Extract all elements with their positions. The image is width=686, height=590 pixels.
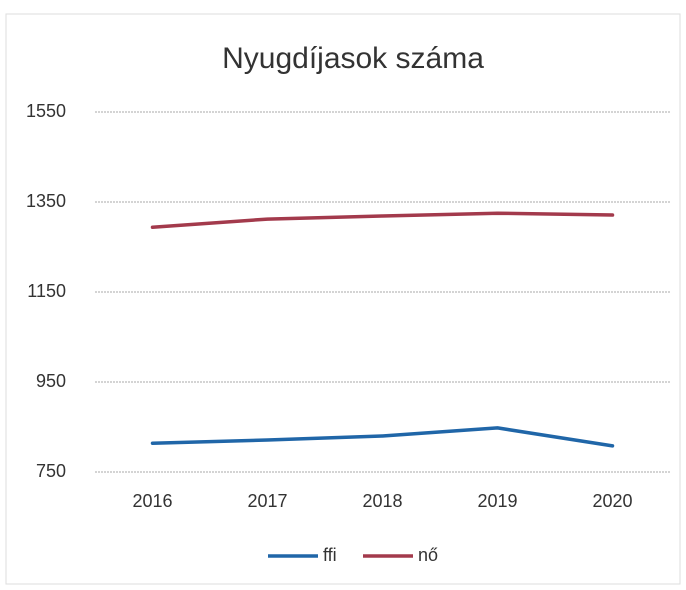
y-tick-label: 750 (36, 461, 66, 481)
series-line (150, 426, 615, 448)
y-tick-label: 1350 (26, 191, 66, 211)
x-tick-label: 2018 (362, 491, 402, 511)
chart-title: Nyugdíjasok száma (222, 42, 484, 75)
legend-label: nő (418, 545, 438, 565)
x-tick-label: 2019 (477, 491, 517, 511)
x-tick-label: 2017 (247, 491, 287, 511)
chart-frame (5, 13, 681, 585)
y-tick-label: 1150 (27, 281, 66, 301)
x-tick-label: 2020 (592, 491, 632, 511)
x-tick-label: 2016 (132, 491, 172, 511)
legend-label: ffi (323, 545, 337, 565)
y-tick-label: 1550 (26, 101, 66, 121)
y-tick-label: 950 (36, 371, 66, 391)
series-line (150, 211, 615, 229)
